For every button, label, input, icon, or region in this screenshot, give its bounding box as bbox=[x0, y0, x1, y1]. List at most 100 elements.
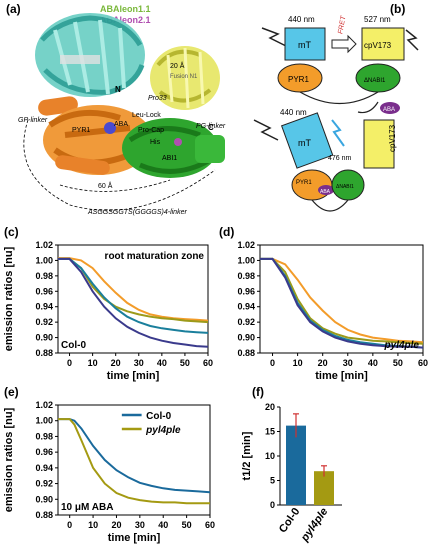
y-tick-label: 0.98 bbox=[35, 271, 53, 281]
mt-top: mT bbox=[298, 40, 311, 50]
lightning-icon-right bbox=[405, 29, 419, 51]
pyr1-top: PYR1 bbox=[288, 75, 309, 84]
y-tick-label: 5 bbox=[270, 476, 275, 486]
x-tick-label: 40 bbox=[157, 358, 167, 368]
label-abi1: ABI1 bbox=[162, 155, 177, 162]
plot-frame bbox=[259, 244, 424, 354]
mturquoise-barrel bbox=[35, 13, 145, 97]
y-tick-label: 0 bbox=[270, 500, 275, 510]
y-tick-label: 20 bbox=[265, 402, 275, 412]
series-line-0 bbox=[58, 257, 209, 322]
cpvenus-barrel bbox=[150, 46, 220, 110]
x-tick-label: 60 bbox=[418, 358, 428, 368]
chart-c: (c) 0.88 0.90 0.92 0.94 0.96 0.98 1.00 1.02 0 10 20… bbox=[3, 225, 213, 382]
aba-bottom: ABA bbox=[320, 189, 331, 195]
x-tick-label: 50 bbox=[393, 358, 403, 368]
lightning-icon bbox=[261, 27, 287, 47]
y-tick-label: 0.90 bbox=[237, 333, 255, 343]
y-tick-label: 0.88 bbox=[35, 510, 53, 520]
wl-440-top: 440 nm bbox=[288, 15, 315, 24]
series-line-1 bbox=[260, 257, 424, 345]
y-tick-label: 1.02 bbox=[237, 240, 255, 250]
y-tick-label: 0.90 bbox=[35, 333, 53, 343]
y-tick-label: 0.92 bbox=[35, 479, 53, 489]
series-line-2 bbox=[58, 257, 209, 334]
cpv-top: cpV173 bbox=[364, 41, 392, 50]
x-tick-label: 50 bbox=[182, 520, 192, 530]
chart-d: (d) 0.88 0.90 0.92 0.94 0.96 0.98 1.00 1.02 0 10 20… bbox=[219, 225, 428, 382]
y-tick-label: 0.94 bbox=[35, 463, 53, 473]
x-axis-label: time [min] bbox=[315, 370, 368, 382]
legend-label-0: Col-0 bbox=[146, 411, 171, 422]
y-tick-label: 0.96 bbox=[35, 447, 53, 457]
abi1-domain bbox=[122, 118, 225, 178]
y-tick-label: 0.96 bbox=[237, 286, 255, 296]
legend-label-1: pyl4ple bbox=[145, 425, 181, 436]
x-tick-label: 20 bbox=[111, 358, 121, 368]
y-tick-label: 1.00 bbox=[237, 255, 255, 265]
label-his: His bbox=[150, 139, 161, 146]
category-label-0: Col-0 bbox=[277, 506, 303, 535]
legend-abaleon21: ABAleon2.1 bbox=[100, 15, 151, 25]
label-leu-lock: Leu-Lock bbox=[132, 112, 161, 119]
plot-frame bbox=[57, 244, 209, 354]
bar-0 bbox=[286, 425, 306, 505]
x-tick-label: 0 bbox=[67, 520, 72, 530]
x-tick-label: 40 bbox=[158, 520, 168, 530]
panel-a-label: (a) bbox=[6, 2, 21, 16]
panel-label: (e) bbox=[4, 385, 19, 399]
abi1-top: ΔNABI1 bbox=[364, 78, 386, 84]
y-tick-label: 1.00 bbox=[35, 416, 53, 426]
x-tick-label: 10 bbox=[88, 358, 98, 368]
panel-label: (d) bbox=[219, 225, 234, 239]
mt-bottom: mT bbox=[298, 138, 311, 148]
label-pro33: Pro33 bbox=[148, 95, 167, 102]
label-pyr1: PYR1 bbox=[72, 127, 90, 134]
fret-schematic: 440 nm 527 nm mT cpV173 FRET PYR1 ΔNABI1… bbox=[253, 15, 419, 212]
category-label-1: pyl4ple bbox=[298, 506, 330, 545]
x-tick-label: 30 bbox=[135, 520, 145, 530]
corner-text: Col-0 bbox=[61, 340, 86, 351]
label-c: C bbox=[208, 123, 214, 132]
structure-illustration: ABAleon1.1 ABAleon2.1 20 Å Fusion N1 Pro… bbox=[18, 4, 226, 216]
y-tick-label: 0.88 bbox=[237, 348, 255, 358]
y-tick-label: 0.96 bbox=[35, 286, 53, 296]
panel-label: (f) bbox=[252, 385, 264, 399]
x-tick-label: 50 bbox=[180, 358, 190, 368]
wl-440-bottom: 440 nm bbox=[280, 108, 307, 117]
y-tick-label: 0.92 bbox=[35, 317, 53, 327]
label-20a: 20 Å bbox=[170, 61, 185, 70]
aba-molecule: ABA bbox=[383, 107, 395, 113]
x-axis-label: time [min] bbox=[108, 532, 161, 544]
x-tick-label: 30 bbox=[343, 358, 353, 368]
series-line-3 bbox=[260, 257, 424, 349]
panel-label: (c) bbox=[4, 225, 19, 239]
y-tick-label: 1.02 bbox=[35, 240, 53, 250]
series-line-1 bbox=[58, 418, 210, 505]
legend-abaleon11: ABAleon1.1 bbox=[100, 4, 151, 14]
y-tick-label: 0.98 bbox=[35, 431, 53, 441]
x-tick-label: 60 bbox=[203, 358, 213, 368]
panel-a: (a) ABAleon1.1 ABAleon2.1 20 Å Fusion N1… bbox=[0, 0, 240, 220]
corner-text: pyl4ple bbox=[384, 340, 420, 351]
corner-text: 10 μM ABA bbox=[61, 502, 113, 513]
chart-title: root maturation zone bbox=[105, 251, 205, 262]
label-pro-cap: Pro-Cap bbox=[138, 127, 164, 134]
series-line-3 bbox=[58, 257, 209, 348]
lightning-icon-bottom bbox=[253, 119, 279, 141]
emission-lightning-icon bbox=[331, 119, 345, 147]
label-gp-linker: GP-linker bbox=[18, 117, 48, 124]
label-pg-linker: PG-linker bbox=[196, 123, 226, 130]
x-tick-label: 0 bbox=[67, 358, 72, 368]
label-n: N bbox=[115, 85, 121, 94]
panel-b: (b) 440 nm 527 nm mT cpV173 FRET PYR1 ΔN… bbox=[240, 0, 430, 220]
y-axis-label: emission ratios [nu] bbox=[3, 407, 15, 512]
y-tick-label: 0.98 bbox=[237, 271, 255, 281]
x-tick-label: 30 bbox=[134, 358, 144, 368]
x-tick-label: 20 bbox=[318, 358, 328, 368]
wl-476: 476 nm bbox=[328, 155, 352, 162]
y-tick-label: 0.88 bbox=[35, 348, 53, 358]
wl-527: 527 nm bbox=[364, 15, 391, 24]
y-tick-label: 0.92 bbox=[237, 317, 255, 327]
